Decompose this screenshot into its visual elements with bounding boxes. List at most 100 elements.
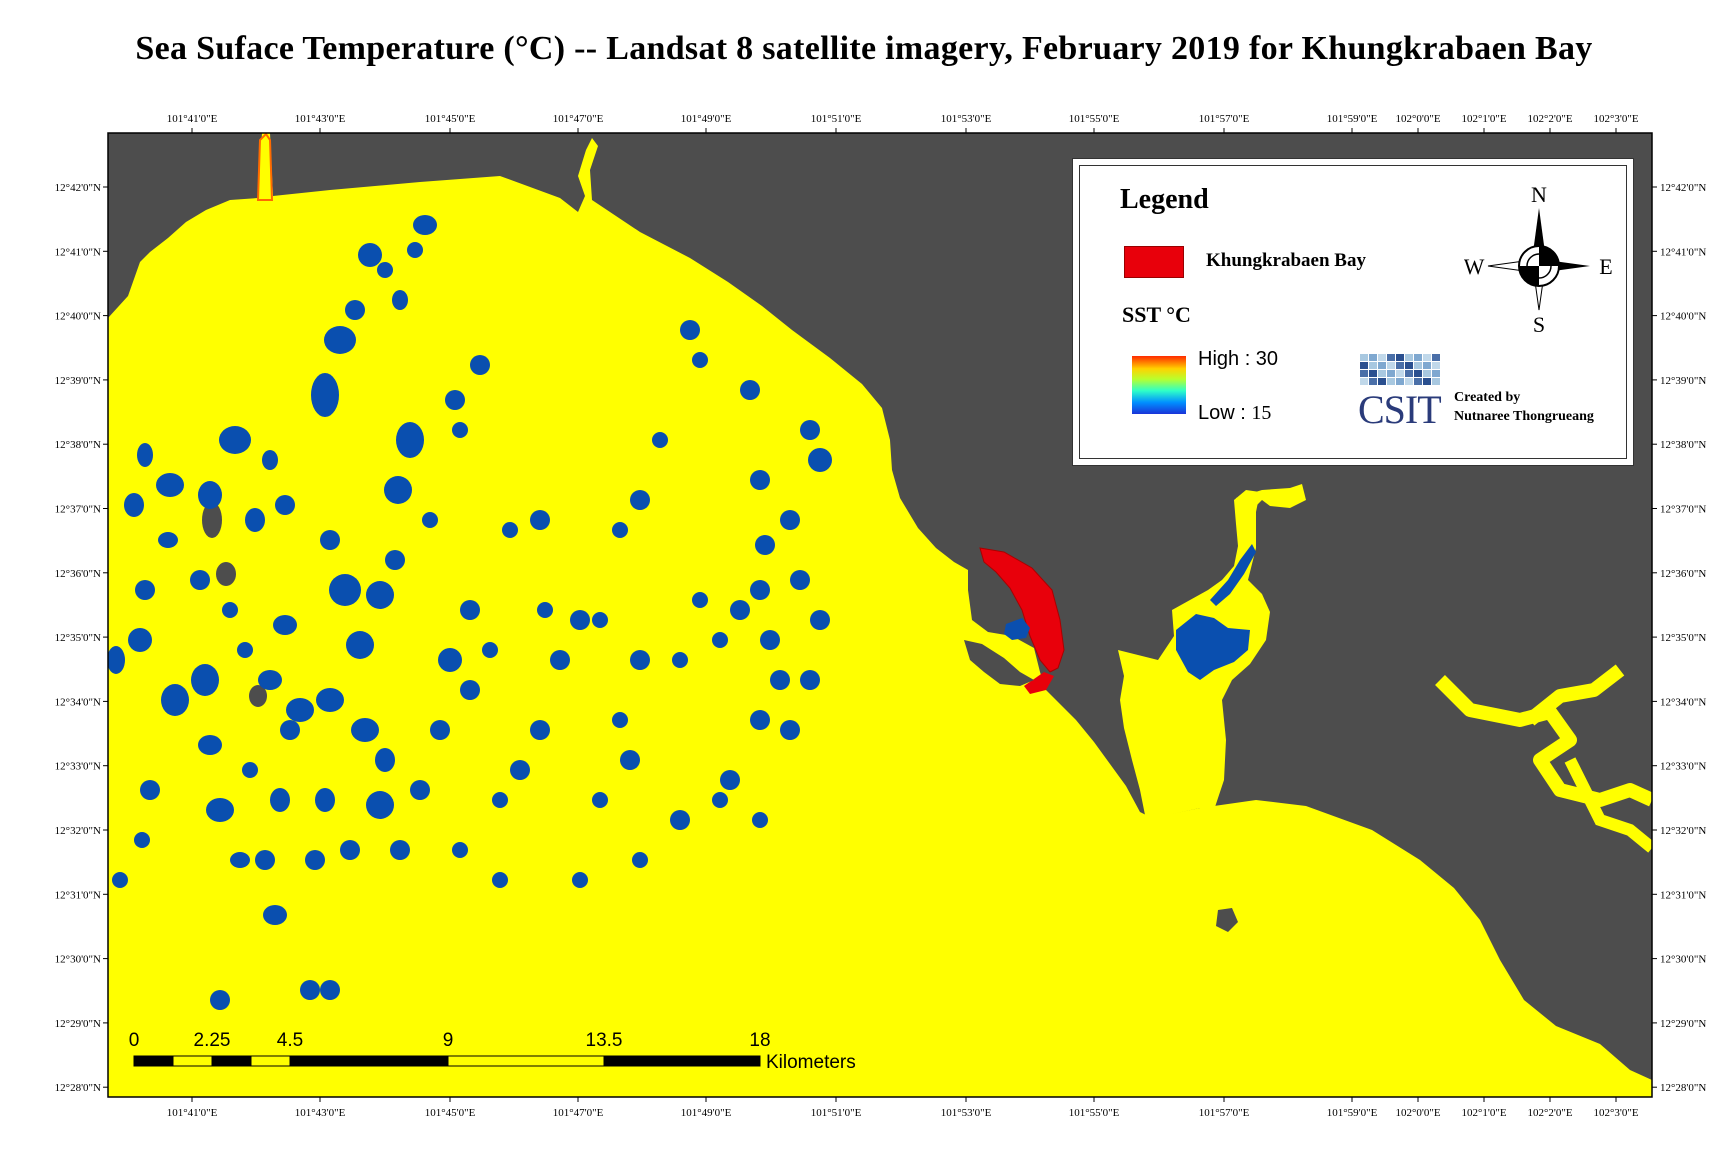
cool-patch <box>198 735 222 755</box>
scale-bar-unit: Kilometers <box>766 1052 856 1073</box>
cool-patch <box>366 581 394 609</box>
cool-patch <box>286 698 314 722</box>
compass-e: E <box>1599 254 1612 279</box>
cool-patch <box>242 762 258 778</box>
longitude-ticks-bottom: 101°41'0"E 101°43'0"E 101°45'0"E 101°47'0"E… <box>167 1097 1639 1119</box>
estuary-lagoon-upper <box>1236 484 1306 520</box>
longitude-ticks-top: 101°41'0"E 101°43'0"E 101°45'0"E 101°47'0"E… <box>167 113 1639 133</box>
latitude-tick-label: 12°34'0"N <box>55 696 101 708</box>
compass-s: S <box>1533 312 1545 337</box>
longitude-tick-label: 102°0'0"E <box>1395 113 1440 125</box>
legend-high-label: High : 30 <box>1198 348 1279 370</box>
cool-patch <box>712 792 728 808</box>
scale-bar-segment <box>447 1055 605 1067</box>
cool-patch <box>320 980 340 1000</box>
longitude-tick-label: 102°2'0"E <box>1527 1107 1572 1119</box>
estuary-island <box>1216 908 1238 932</box>
scale-bar-label: 9 <box>443 1030 454 1051</box>
latitude-tick-label: 12°32'0"N <box>55 825 101 837</box>
cool-patch <box>324 326 356 354</box>
cool-patch <box>270 788 290 812</box>
sst-color-ramp <box>1132 356 1186 414</box>
longitude-tick-label: 101°47'0"E <box>553 1107 604 1119</box>
latitude-tick-label: 12°31'0"N <box>55 889 101 901</box>
latitude-tick-label: 12°40'0"N <box>55 311 101 323</box>
river-east-lower <box>1564 757 1652 853</box>
longitude-tick-label: 101°51'0"E <box>811 1107 862 1119</box>
latitude-tick-label: 12°33'0"N <box>1660 761 1706 773</box>
legend-low-text: Low : <box>1198 402 1252 424</box>
cool-patch <box>810 610 830 630</box>
cool-patch <box>156 473 184 497</box>
longitude-tick-label: 101°57'0"E <box>1199 113 1250 125</box>
cool-patch <box>550 650 570 670</box>
latitude-tick-label: 12°33'0"N <box>55 761 101 773</box>
credit-line-2: Nutnaree Thongrueang <box>1454 409 1594 424</box>
cool-patch <box>315 788 335 812</box>
cool-patch <box>492 792 508 808</box>
credit-line-1: Created by <box>1454 390 1521 405</box>
cool-patch <box>366 791 394 819</box>
cool-patch <box>258 670 282 690</box>
cool-patch <box>672 652 688 668</box>
cool-patch <box>137 443 153 467</box>
cool-patch <box>384 476 412 504</box>
cool-patch <box>612 522 628 538</box>
cool-patch <box>808 448 832 472</box>
cool-patch <box>222 602 238 618</box>
longitude-tick-label: 101°45'0"E <box>425 113 476 125</box>
cool-patch <box>460 600 480 620</box>
longitude-tick-label: 101°59'0"E <box>1327 113 1378 125</box>
cool-patch <box>128 628 152 652</box>
latitude-tick-label: 12°37'0"N <box>55 504 101 516</box>
cool-patch <box>592 792 608 808</box>
cool-patch <box>237 642 253 658</box>
cool-patch <box>460 680 480 700</box>
cool-patch <box>346 631 374 659</box>
cool-patch <box>430 720 450 740</box>
cool-sst-patches <box>108 215 832 1010</box>
longitude-tick-label: 101°49'0"E <box>681 113 732 125</box>
cool-patch <box>780 720 800 740</box>
longitude-tick-label: 101°41'0"E <box>167 113 218 125</box>
latitude-tick-label: 12°34'0"N <box>1660 696 1706 708</box>
cool-patch <box>502 522 518 538</box>
cool-patch <box>452 422 468 438</box>
scale-bar-segment <box>603 1055 761 1067</box>
cool-patch <box>311 373 339 417</box>
cool-patch <box>630 490 650 510</box>
cool-patch <box>305 850 325 870</box>
cool-patch <box>262 450 278 470</box>
cool-patch <box>752 812 768 828</box>
map-frame <box>107 132 1653 1098</box>
cool-patch <box>108 646 125 674</box>
scale-bar-label: 18 <box>749 1030 770 1051</box>
cool-patch <box>198 481 222 509</box>
legend-low-label: Low : 15 <box>1198 402 1271 425</box>
cool-patch <box>273 615 297 635</box>
latitude-tick-label: 12°40'0"N <box>1660 311 1706 323</box>
cool-patch <box>800 420 820 440</box>
cool-patch <box>720 770 740 790</box>
credit-text: Created by Nutnaree Thongrueang <box>1454 388 1594 426</box>
cool-patch <box>438 648 462 672</box>
legend-bay-label: Khungkrabaen Bay <box>1206 250 1366 271</box>
latitude-tick-label: 12°41'0"N <box>1660 246 1706 258</box>
legend-sst-label: SST °C <box>1122 302 1191 327</box>
cool-patch <box>219 426 251 454</box>
scale-bar-label: 4.5 <box>277 1030 303 1051</box>
latitude-tick-label: 12°42'0"N <box>55 182 101 194</box>
longitude-tick-label: 102°3'0"E <box>1593 113 1638 125</box>
latitude-tick-label: 12°38'0"N <box>1660 439 1706 451</box>
latitude-tick-label: 12°35'0"N <box>55 632 101 644</box>
river-east-branch <box>1525 664 1625 726</box>
cool-patch <box>413 215 437 235</box>
scale-bar-segment <box>250 1055 291 1067</box>
cool-patch <box>206 798 234 822</box>
estuary-blue-core <box>1176 614 1250 680</box>
cool-patch <box>750 580 770 600</box>
longitude-tick-label: 101°41'0"E <box>167 1107 218 1119</box>
longitude-tick-label: 101°47'0"E <box>553 113 604 125</box>
cool-patch <box>780 510 800 530</box>
cool-patch <box>191 664 219 696</box>
